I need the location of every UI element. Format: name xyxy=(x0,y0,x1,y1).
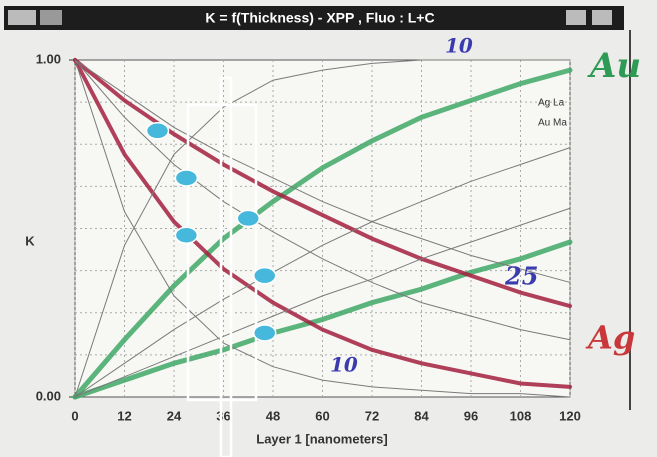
x-tick-label: 96 xyxy=(464,408,478,423)
chart-title: K = f(Thickness) - XPP , Fluo : L+C xyxy=(205,10,434,26)
handwritten-annotation: 10 xyxy=(330,353,358,377)
highlight-point xyxy=(254,268,276,284)
window-menu-button[interactable] xyxy=(8,10,36,25)
x-axis-label: Layer 1 [nanometers] xyxy=(256,431,388,446)
page: {"chart_data": {"type": "line", "title":… xyxy=(0,0,657,457)
highlight-point xyxy=(175,170,197,186)
y-tick-label: 0.00 xyxy=(36,388,61,403)
x-tick-label: 48 xyxy=(266,408,280,423)
y-tick-label: 1.00 xyxy=(36,51,61,66)
minimize-button[interactable] xyxy=(566,10,586,25)
x-tick-label: 60 xyxy=(315,408,329,423)
x-tick-label: 72 xyxy=(365,408,379,423)
maximize-button[interactable] xyxy=(592,10,612,25)
x-tick-label: 108 xyxy=(510,408,532,423)
highlight-point xyxy=(254,325,276,341)
handwritten-annotation: 10 xyxy=(445,34,473,58)
x-tick-label: 36 xyxy=(216,408,230,423)
highlight-point xyxy=(147,123,169,139)
handwritten-annotation: Au xyxy=(587,46,641,86)
x-tick-label: 84 xyxy=(414,408,429,423)
x-tick-label: 0 xyxy=(71,408,78,423)
x-tick-label: 24 xyxy=(167,408,182,423)
legend-entry: Au Ma xyxy=(538,118,567,129)
highlight-point xyxy=(237,210,259,226)
highlight-point xyxy=(175,227,197,243)
x-tick-label: 12 xyxy=(117,408,131,423)
chart: K = f(Thickness) - XPP , Fluo : L+C K La… xyxy=(0,0,657,457)
x-tick-label: 120 xyxy=(559,408,581,423)
y-axis-label: K xyxy=(25,233,35,248)
window-button[interactable] xyxy=(40,10,62,25)
handwritten-annotation: Ag xyxy=(585,319,635,357)
handwritten-annotation: 25 xyxy=(504,262,538,291)
legend-entry: Ag La xyxy=(538,98,565,109)
